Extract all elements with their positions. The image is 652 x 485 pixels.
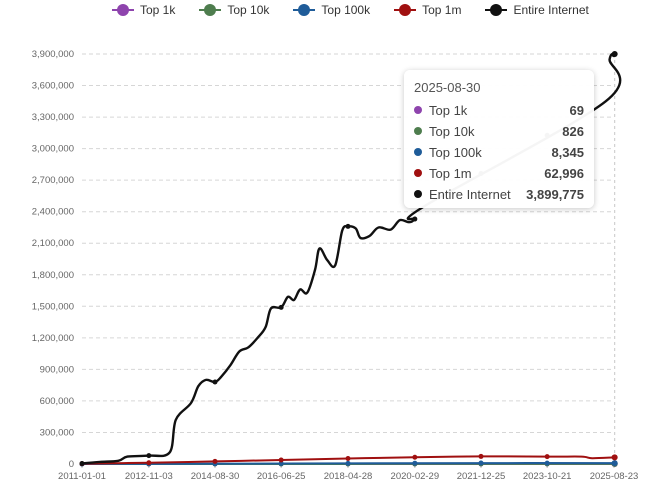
legend-label: Top 10k [227, 3, 270, 17]
tooltip-dot [414, 190, 422, 198]
tooltip-series-name: Top 1k [429, 102, 468, 118]
legend-swatch [394, 3, 417, 17]
series-line-top-100k [81, 462, 615, 465]
tooltip-row: Top 100k 8,345 [414, 142, 584, 162]
y-tick-label: 600,000 [40, 396, 74, 407]
point-top-100k [278, 461, 284, 467]
x-tick-label: 2012-11-03 [125, 471, 173, 482]
y-tick-label: 2,700,000 [32, 175, 74, 186]
legend-swatch [199, 3, 222, 17]
tooltip-value: 3,899,775 [526, 186, 584, 202]
y-tick-label: 2,100,000 [32, 238, 74, 249]
x-tick-label: 2011-01-01 [58, 471, 106, 482]
point-entire-internet [412, 216, 418, 222]
legend-swatch [112, 3, 134, 17]
tooltip-row: Top 1m 62,996 [414, 163, 584, 183]
tooltip: 2025-08-30 Top 1k 69 Top 10k 826 Top 100k 8,3… [404, 70, 594, 208]
x-tick-label: 2014-08-30 [191, 471, 240, 482]
tooltip-dot [414, 148, 422, 156]
y-tick-label: 3,300,000 [32, 112, 74, 123]
tooltip-value: 62,996 [544, 165, 584, 181]
x-tick-label: 2021-12-25 [457, 471, 506, 482]
x-tick-label: 2025-08-23 [590, 471, 639, 482]
legend-item-top-100k[interactable]: Top 100k [293, 3, 370, 17]
point-top-100k [611, 460, 618, 467]
point-top-100k [345, 460, 351, 466]
x-tick-label: 2018-04-28 [324, 471, 373, 482]
tooltip-row: Top 1k 69 [414, 100, 584, 120]
x-tick-label: 2023-10-21 [523, 471, 572, 482]
tooltip-dot [414, 106, 422, 114]
y-tick-label: 2,400,000 [32, 207, 74, 218]
series-group [79, 51, 622, 467]
legend-swatch [293, 3, 316, 17]
tooltip-series-name: Top 1m [429, 165, 472, 181]
point-entire-internet [79, 460, 85, 466]
y-tick-label: 300,000 [40, 427, 74, 438]
tooltip-series-name: Top 100k [429, 144, 482, 160]
point-top-100k [412, 460, 418, 466]
x-axis: 2011-01-01 2012-11-03 2014-08-30 2016-06-25… [58, 463, 639, 482]
y-tick-label: 3,900,000 [32, 49, 74, 60]
point-top-1m [478, 453, 484, 459]
tooltip-value: 8,345 [551, 144, 584, 160]
point-top-1m [412, 454, 418, 460]
legend-label: Entire Internet [513, 3, 589, 17]
legend-label: Top 1k [140, 3, 176, 17]
legend-item-top-1m[interactable]: Top 1m [394, 3, 461, 17]
y-tick-label: 3,600,000 [32, 81, 74, 92]
series-line-entire-internet [81, 52, 622, 465]
point-top-1m [345, 456, 351, 462]
tooltip-date: 2025-08-30 [414, 80, 481, 95]
x-tick-label: 2016-06-25 [257, 471, 306, 482]
point-top-1m [544, 454, 550, 460]
point-entire-internet [278, 304, 284, 310]
legend-item-top-10k[interactable]: Top 10k [199, 3, 269, 17]
y-tick-label: 900,000 [40, 364, 74, 375]
series-line-top-1m [81, 455, 615, 465]
legend-label: Top 100k [321, 3, 371, 17]
point-top-1m [611, 454, 618, 461]
y-tick-label: 1,800,000 [32, 270, 74, 281]
point-top-1m [212, 458, 218, 464]
point-top-1m [146, 460, 152, 466]
y-tick-label: 1,500,000 [32, 301, 74, 312]
y-tick-label: 1,200,000 [32, 333, 74, 344]
tooltip-dot [414, 127, 422, 135]
point-entire-internet [212, 379, 218, 385]
tooltip-series-name: Top 10k [429, 123, 475, 139]
legend-swatch [485, 3, 508, 17]
legend-item-entire-internet[interactable]: Entire Internet [485, 3, 589, 17]
legend-label: Top 1m [422, 3, 462, 17]
grid-lines [82, 53, 616, 465]
y-tick-label: 3,000,000 [32, 144, 74, 155]
point-entire-internet [146, 453, 152, 459]
tooltip-dot [414, 169, 422, 177]
legend: Top 1k Top 10k Top 100k Top 1m Entire Intern… [112, 3, 613, 17]
tooltip-series-name: Entire Internet [429, 186, 511, 202]
legend-item-top-1k[interactable]: Top 1k [112, 3, 175, 17]
x-tick-label: 2020-02-29 [391, 471, 440, 482]
tooltip-row: Entire Internet 3,899,775 [414, 184, 584, 204]
tooltip-value: 826 [562, 123, 584, 139]
point-entire-internet [345, 223, 351, 229]
tooltip-value: 69 [569, 102, 584, 118]
y-axis: 0 300,000 600,000 900,000 1,200,000 1,500,000… [32, 49, 74, 470]
y-tick-label: 0 [69, 459, 74, 470]
point-entire-internet [611, 51, 618, 58]
point-top-100k [478, 460, 484, 466]
point-top-1m [278, 457, 284, 463]
point-top-100k [544, 460, 550, 466]
tooltip-row: Top 10k 826 [414, 121, 584, 141]
